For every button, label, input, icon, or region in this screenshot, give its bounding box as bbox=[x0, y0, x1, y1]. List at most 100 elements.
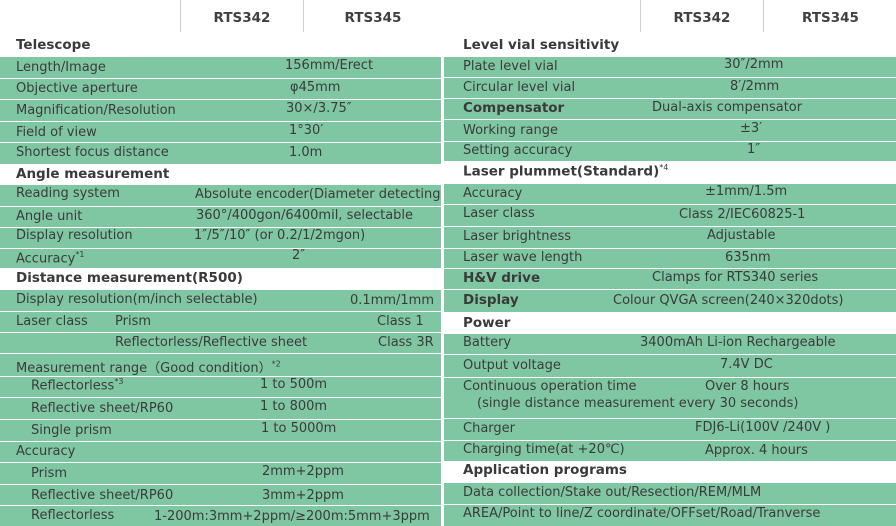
spec-label: Reflective sheet/RP60 bbox=[31, 401, 174, 416]
column-divider bbox=[441, 0, 444, 526]
spec-row: Angle unit 360°/400gon/6400mil, selectab… bbox=[0, 207, 441, 227]
spec-row: Length/Image 156mm/Erect bbox=[0, 57, 441, 78]
right-spec-column: RTS342 RTS345 Level vial sensitivity Pla… bbox=[444, 0, 896, 526]
spec-row: AREA/Point to line/Z coordinate/OFFset/R… bbox=[444, 505, 896, 526]
spec-label: Display resolution bbox=[16, 228, 133, 243]
section-title: Display bbox=[463, 292, 519, 308]
spec-value: Adjustable bbox=[707, 228, 776, 243]
spec-value-note: (single distance measurement every 30 se… bbox=[477, 396, 799, 411]
spec-row: Plate level vial 30″/2mm bbox=[444, 57, 896, 77]
spec-row: Field of view 1°30′ bbox=[0, 122, 441, 142]
spec-row: Laser class Prism Class 1 bbox=[0, 312, 441, 332]
spec-label: Laser wave length bbox=[463, 250, 583, 265]
spec-value: 2mm+2ppm bbox=[262, 464, 344, 479]
right-header-model-rts345: RTS345 bbox=[763, 0, 896, 32]
spec-value: 156mm/Erect bbox=[285, 58, 374, 73]
spec-value: Class 1 bbox=[377, 314, 424, 329]
spec-label: Charging time(at +20℃) bbox=[463, 442, 625, 457]
section-hv-drive: H&V drive Clamps for RTS340 series bbox=[444, 269, 896, 289]
left-header-model-rts342: RTS342 bbox=[180, 0, 303, 32]
spec-label: Circular level vial bbox=[463, 80, 576, 95]
spec-row: Reflective sheet/RP60 1 to 800m bbox=[0, 398, 441, 419]
spec-row: Setting accuracy 1″ bbox=[444, 142, 896, 161]
spec-value: 1-200m:3mm+2ppm/≥200m:5mm+3ppm bbox=[154, 509, 430, 524]
spec-label: Accuracy bbox=[463, 186, 523, 201]
spec-value: Class 3R bbox=[378, 335, 434, 350]
section-telescope: Telescope bbox=[0, 35, 441, 56]
section-title: Distance measurement(R500) bbox=[16, 270, 243, 286]
spec-label: AREA/Point to line/Z coordinate/OFFset/R… bbox=[463, 506, 821, 521]
section-title: Application programs bbox=[463, 462, 627, 478]
section-title: H&V drive bbox=[463, 270, 541, 286]
section-title: Angle measurement bbox=[16, 166, 170, 182]
spec-row: Accuracy*1 2″ bbox=[0, 248, 441, 268]
spec-row: Laser class Class 2/IEC60825-1 bbox=[444, 205, 896, 226]
section-title: Power bbox=[463, 315, 511, 331]
spec-row: Reflectorless 1-200m:3mm+2ppm/≥200m:5mm+… bbox=[0, 506, 441, 526]
spec-value: Absolute encoder(Diameter detecting) bbox=[195, 187, 446, 202]
right-header: RTS342 RTS345 bbox=[444, 0, 896, 32]
spec-value: Clamps for RTS340 series bbox=[652, 270, 819, 285]
section-title: Telescope bbox=[16, 37, 91, 53]
spec-label: Reflective sheet/RP60 bbox=[31, 488, 174, 503]
spec-label: Single prism bbox=[31, 423, 112, 438]
spec-label: Plate level vial bbox=[463, 59, 558, 74]
spec-row: Charger FDJ6-Li(100V /240V ) bbox=[444, 419, 896, 440]
spec-row: Measurement range（Good condition）*2 bbox=[0, 354, 441, 376]
spec-row: Continuous operation time Over 8 hours (… bbox=[444, 378, 896, 418]
spec-label: Display resolution(m/inch selectable) bbox=[16, 292, 258, 307]
spec-value: FDJ6-Li(100V /240V ) bbox=[695, 420, 831, 435]
spec-value: Approx. 4 hours bbox=[705, 443, 808, 458]
spec-label: Battery bbox=[463, 335, 512, 350]
spec-label: Field of view bbox=[16, 125, 97, 140]
spec-row: Display resolution(m/inch selectable) 0.… bbox=[0, 290, 441, 311]
spec-label: Laser brightness bbox=[463, 229, 572, 244]
spec-value: ±3′ bbox=[740, 121, 763, 136]
spec-label: Laser class bbox=[16, 314, 88, 329]
spec-label: Prism bbox=[31, 466, 68, 481]
spec-row: Single prism 1 to 5000m bbox=[0, 420, 441, 441]
spec-row: Output voltage 7.4V DC bbox=[444, 355, 896, 377]
spec-label: Reading system bbox=[16, 186, 120, 201]
spec-value: 2″ bbox=[292, 248, 306, 263]
section-level-vial-sensitivity: Level vial sensitivity bbox=[444, 35, 896, 56]
spec-label: Laser class bbox=[463, 206, 535, 221]
spec-row: Display resolution 1″/5″/10″ (or 0.2/1/2… bbox=[0, 228, 441, 248]
spec-label: Accuracy bbox=[16, 444, 76, 459]
spec-sub-label: Prism bbox=[115, 314, 152, 329]
spec-sub-label: Reflectorless/Reflective sheet bbox=[115, 335, 308, 350]
spec-label: Output voltage bbox=[463, 358, 561, 373]
spec-value: Colour QVGA screen(240×320dots) bbox=[613, 293, 844, 308]
spec-row: Reading system Absolute encoder(Diameter… bbox=[0, 185, 446, 206]
spec-value: Class 2/IEC60825-1 bbox=[679, 207, 806, 222]
section-power: Power bbox=[444, 313, 896, 333]
spec-value: 360°/400gon/6400mil, selectable bbox=[196, 208, 414, 223]
spec-row: Laser brightness Adjustable bbox=[444, 227, 896, 248]
section-title: Level vial sensitivity bbox=[463, 37, 620, 53]
spec-label: Shortest focus distance bbox=[16, 145, 169, 160]
spec-row: Working range ±3′ bbox=[444, 120, 896, 141]
spec-label: Angle unit bbox=[16, 209, 83, 224]
spec-value: 30×/3.75″ bbox=[286, 101, 352, 116]
spec-row: Shortest focus distance 1.0m bbox=[0, 143, 441, 164]
spec-value: 3400mAh Li-ion Rechargeable bbox=[640, 335, 836, 350]
spec-row: Battery 3400mAh Li-ion Rechargeable bbox=[444, 334, 896, 354]
section-title: Compensator bbox=[463, 100, 565, 116]
spec-value: 0.1mm/1mm bbox=[350, 293, 434, 308]
spec-value: ±1mm/1.5m bbox=[705, 184, 788, 199]
spec-value: 30″/2mm bbox=[724, 57, 784, 72]
spec-label: Charger bbox=[463, 421, 515, 436]
spec-label: Accuracy*1 bbox=[16, 250, 85, 267]
spec-label: Data collection/Stake out/Resection/REM/… bbox=[463, 485, 762, 500]
left-spec-column: RTS342 RTS345 Telescope Length/Image 156… bbox=[0, 0, 446, 526]
spec-value: 1°30′ bbox=[289, 123, 324, 138]
spec-row: Prism 2mm+2ppm bbox=[0, 463, 441, 484]
spec-value: 1 to 800m bbox=[260, 399, 328, 414]
spec-value: Over 8 hours bbox=[705, 379, 790, 394]
section-angle-measurement: Angle measurement bbox=[0, 165, 441, 185]
spec-row: Circular level vial 8′/2mm bbox=[444, 78, 896, 98]
left-header-model-rts345: RTS345 bbox=[303, 0, 442, 32]
spec-label: Magnification/Resolution bbox=[16, 103, 176, 118]
section-distance-measurement: Distance measurement(R500) bbox=[0, 269, 441, 289]
spec-row: Data collection/Stake out/Resection/REM/… bbox=[444, 483, 896, 504]
